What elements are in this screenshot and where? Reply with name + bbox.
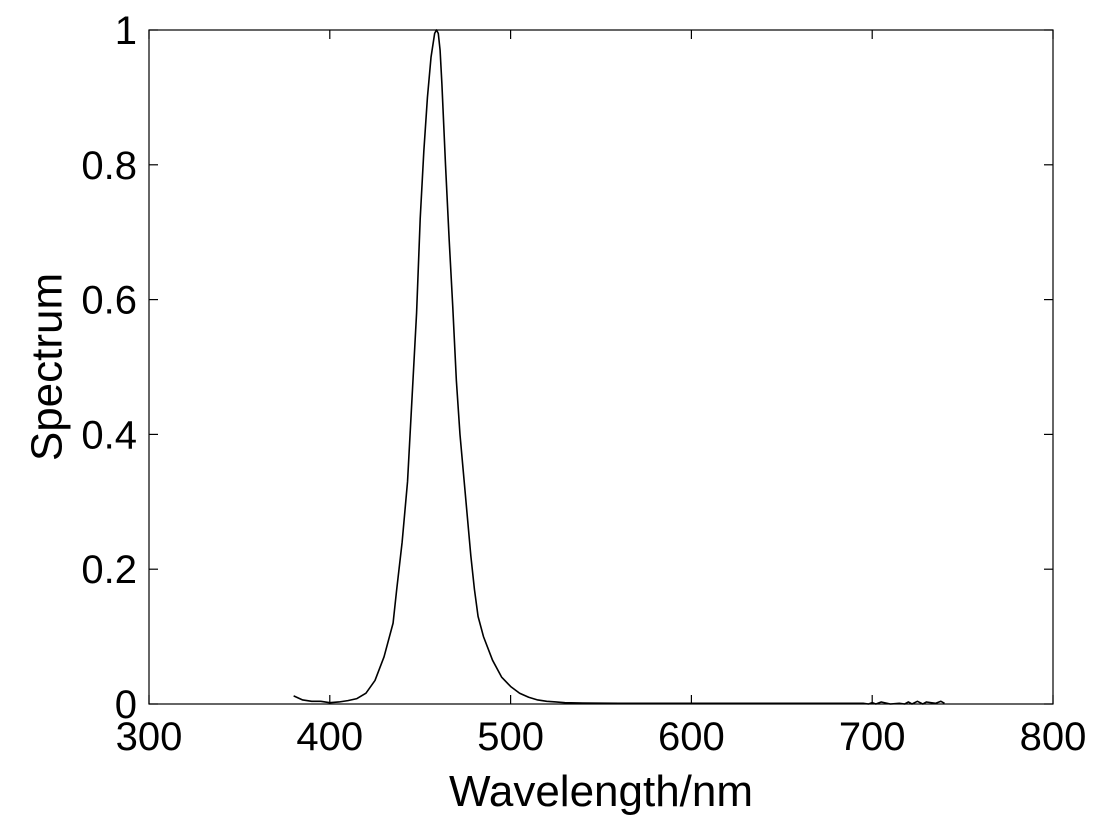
x-tick-label: 500: [477, 715, 544, 759]
y-axis-label: Spectrum: [22, 273, 71, 461]
y-tick-label: 0: [115, 683, 137, 727]
plot-frame: [148, 29, 1054, 705]
y-tick-label: 0.2: [81, 548, 137, 592]
x-axis-label: Wavelength/nm: [449, 767, 753, 816]
x-tick-label: 400: [296, 715, 363, 759]
series-layer: [293, 29, 945, 705]
y-tick-label: 1: [115, 9, 137, 53]
x-tick-label: 300: [116, 715, 183, 759]
y-tick-label: 0.6: [81, 279, 137, 323]
y-tick-label: 0.4: [81, 413, 137, 457]
labels-layer: 300 400 500 600 700 800 0 0.2 0.4 0.6 0.8 1: [81, 9, 1086, 759]
y-tick-label: 0.8: [81, 144, 137, 188]
x-tick-label: 800: [1020, 715, 1087, 759]
x-tick-label: 700: [839, 715, 906, 759]
x-tick-label: 600: [658, 715, 725, 759]
spectrum-line: [293, 29, 945, 705]
